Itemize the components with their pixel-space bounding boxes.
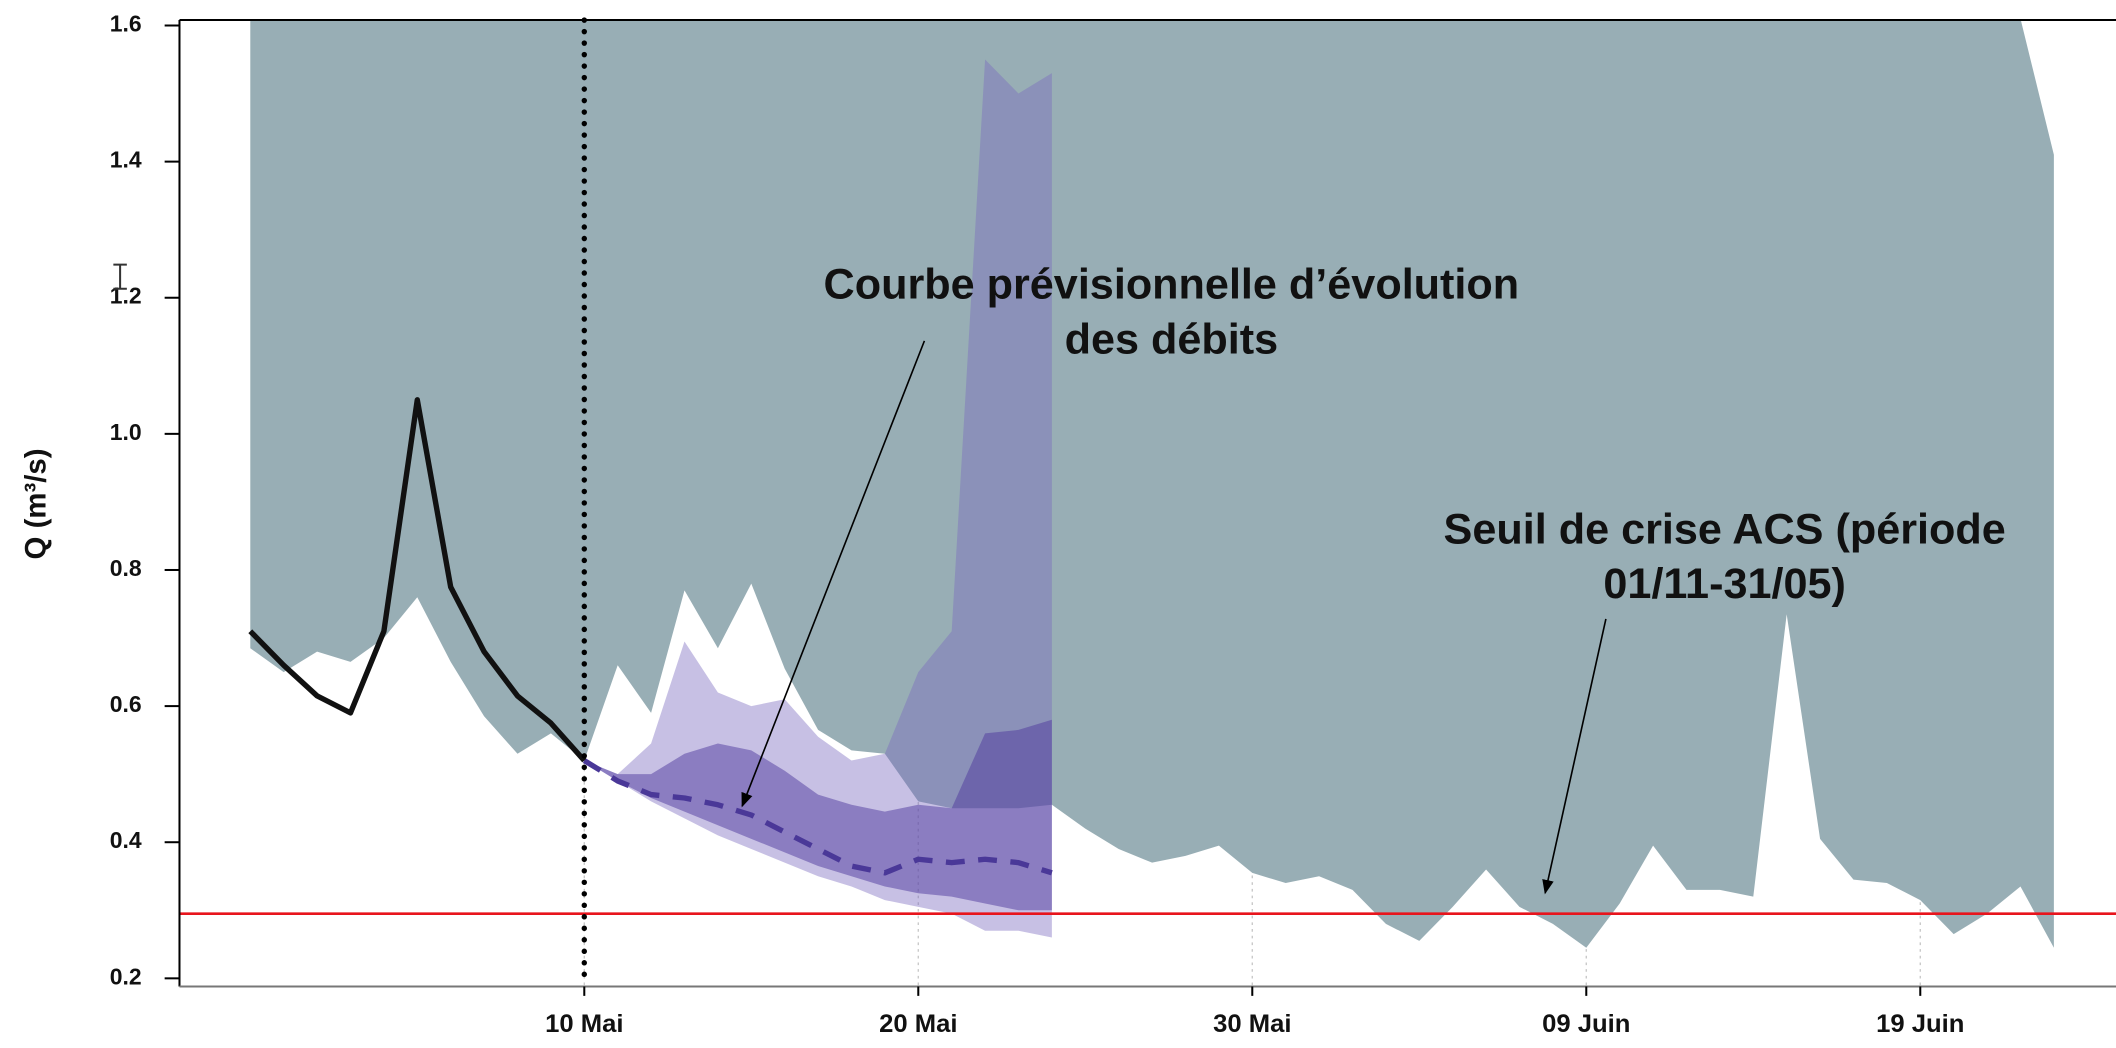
annotation-text: des débits — [1065, 316, 1279, 364]
x-tick-label: 10 Mai — [545, 1010, 623, 1038]
y-tick-label: 0.6 — [110, 691, 142, 717]
y-tick-label: 1.6 — [110, 11, 142, 37]
y-tick-label: 0.2 — [110, 963, 142, 989]
line — [248, 397, 587, 763]
cursor — [113, 263, 127, 290]
y-tick-label: 0.4 — [110, 827, 142, 853]
band-area — [584, 59, 1052, 938]
y-tick-label: 1.2 — [110, 283, 142, 309]
annotation-text: Seuil de crise ACS (période — [1444, 506, 2006, 554]
y-axis-label: Q (m³/s) — [19, 448, 52, 559]
axes: 0.2 0.4 0.6 0.8 1.0 1.2 1.4 1.6 10 Mai 20 Mai 30 M… — [110, 11, 2116, 1038]
band-area — [584, 719, 1052, 911]
annotation-arrow — [741, 340, 926, 808]
x-tick-label: 19 Juin — [1876, 1010, 1964, 1038]
x-tick-label: 30 Mai — [1213, 1010, 1291, 1038]
plot-area — [179, 20, 2116, 987]
y-tick-label: 1.4 — [110, 147, 142, 173]
annotation-text: Courbe prévisionnelle d’évolution — [824, 261, 1520, 309]
x-tick-label: 09 Juin — [1542, 1010, 1630, 1038]
y-tick-label: 0.8 — [110, 555, 142, 581]
y-tick-label: 1.0 — [110, 419, 142, 445]
band-area — [250, 20, 2054, 948]
x-tick-label: 20 Mai — [879, 1010, 957, 1038]
annotation-arrow — [1542, 618, 1607, 895]
annotation-text: 01/11-31/05) — [1603, 560, 1845, 608]
